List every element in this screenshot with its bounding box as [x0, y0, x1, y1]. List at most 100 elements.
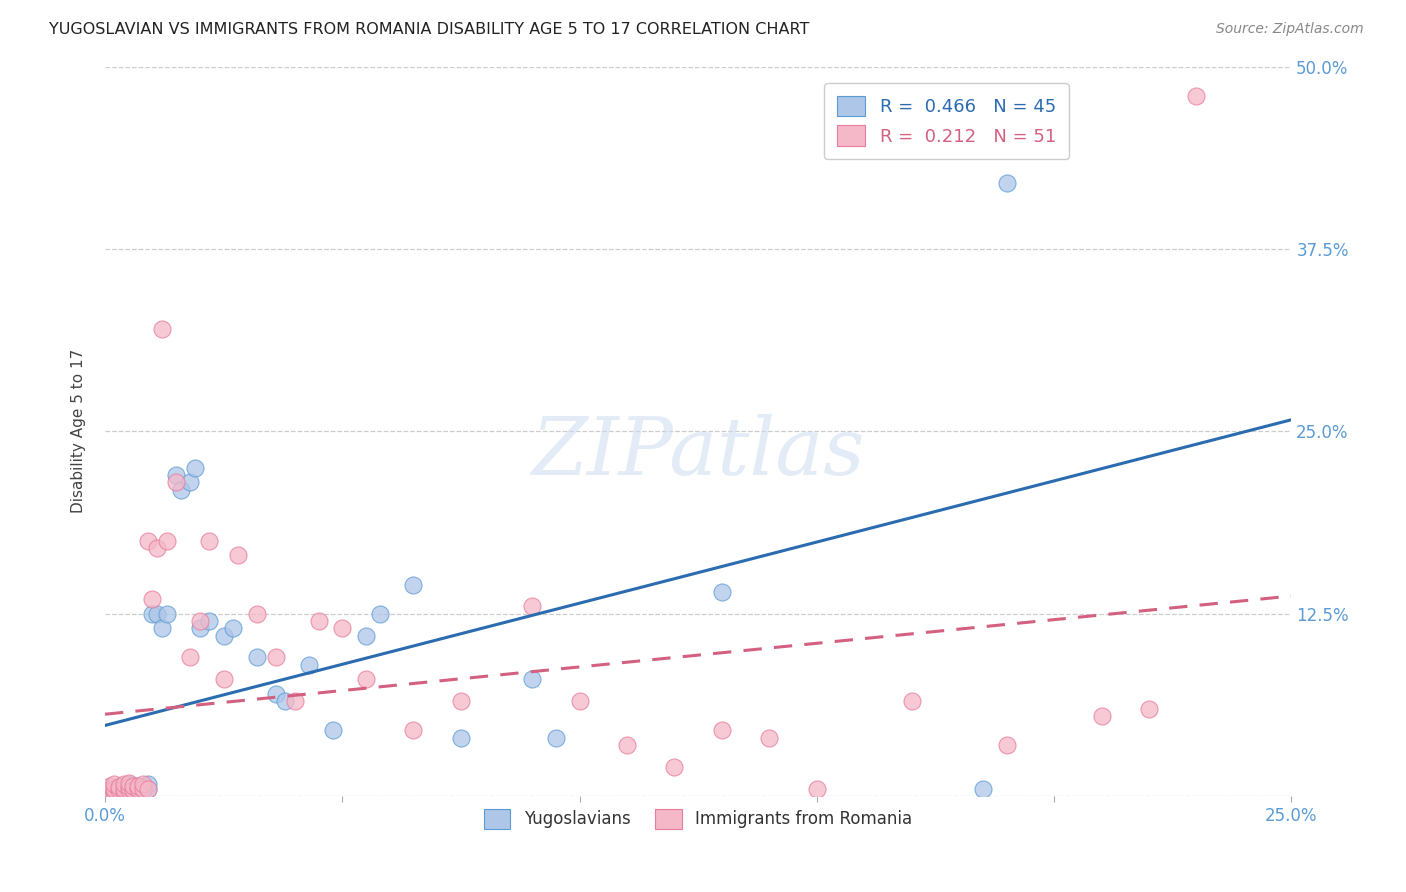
Point [900, 694, 922, 708]
Point [103, 785, 125, 799]
Point [132, 781, 155, 796]
Point [274, 694, 297, 708]
Point [1137, 701, 1160, 715]
Point [212, 673, 235, 687]
Point [664, 760, 686, 774]
Point [212, 629, 235, 643]
Y-axis label: Disability Age 5 to 17: Disability Age 5 to 17 [72, 350, 86, 514]
Point [103, 781, 125, 796]
Point [284, 694, 307, 708]
Point [520, 673, 543, 687]
Point [118, 780, 141, 795]
Point [402, 723, 425, 738]
Point [246, 607, 269, 621]
Point [179, 650, 201, 665]
Point [354, 629, 377, 643]
Point [141, 607, 163, 621]
Point [108, 779, 131, 793]
Point [150, 322, 173, 336]
Point [108, 783, 131, 797]
Point [136, 781, 159, 796]
Point [1185, 88, 1208, 103]
Point [112, 781, 135, 796]
Point [246, 650, 269, 665]
Point [136, 781, 159, 796]
Point [136, 777, 159, 791]
Point [402, 577, 425, 591]
Point [112, 777, 135, 791]
Point [118, 783, 141, 797]
Point [122, 783, 145, 797]
Point [98, 781, 121, 796]
Point [150, 621, 173, 635]
Point [108, 780, 131, 795]
Text: YUGOSLAVIAN VS IMMIGRANTS FROM ROMANIA DISABILITY AGE 5 TO 17 CORRELATION CHART: YUGOSLAVIAN VS IMMIGRANTS FROM ROMANIA D… [49, 22, 810, 37]
Point [108, 783, 131, 797]
Point [450, 694, 472, 708]
Point [568, 694, 591, 708]
Point [98, 783, 121, 797]
Point [308, 614, 330, 628]
Point [616, 738, 638, 752]
Point [165, 468, 187, 483]
Point [188, 614, 211, 628]
Point [112, 785, 135, 799]
Point [298, 657, 321, 672]
Point [156, 533, 179, 548]
Point [264, 650, 287, 665]
Point [127, 781, 149, 796]
Point [222, 621, 245, 635]
Point [179, 475, 201, 490]
Point [264, 687, 287, 701]
Point [112, 780, 135, 795]
Point [330, 621, 353, 635]
Point [146, 607, 169, 621]
Point [127, 781, 149, 796]
Text: Source: ZipAtlas.com: Source: ZipAtlas.com [1216, 22, 1364, 37]
Point [118, 776, 141, 790]
Point [132, 777, 155, 791]
Point [354, 673, 377, 687]
Point [103, 777, 125, 791]
Point [122, 780, 145, 795]
Point [108, 781, 131, 796]
Legend: Yugoslavians, Immigrants from Romania: Yugoslavians, Immigrants from Romania [477, 803, 920, 835]
Point [758, 731, 780, 745]
Point [198, 533, 221, 548]
Point [806, 781, 828, 796]
Point [136, 533, 159, 548]
Point [122, 783, 145, 797]
Point [118, 777, 141, 791]
Point [141, 592, 163, 607]
Point [544, 731, 567, 745]
Point [146, 541, 169, 555]
Point [165, 475, 187, 490]
Point [995, 738, 1018, 752]
Point [112, 783, 135, 797]
Point [127, 779, 149, 793]
Point [170, 483, 193, 497]
Point [710, 584, 733, 599]
Text: ZIPatlas: ZIPatlas [531, 415, 865, 492]
Point [98, 779, 121, 793]
Point [710, 723, 733, 738]
Point [118, 781, 141, 796]
Point [103, 785, 125, 799]
Point [368, 607, 391, 621]
Point [132, 780, 155, 795]
Point [520, 599, 543, 614]
Point [995, 177, 1018, 191]
Point [450, 731, 472, 745]
Point [122, 779, 145, 793]
Point [322, 723, 344, 738]
Point [103, 781, 125, 796]
Point [156, 607, 179, 621]
Point [1090, 709, 1112, 723]
Point [132, 783, 155, 797]
Point [188, 621, 211, 635]
Point [118, 785, 141, 799]
Point [127, 779, 149, 793]
Point [972, 781, 994, 796]
Point [226, 549, 249, 563]
Point [184, 460, 207, 475]
